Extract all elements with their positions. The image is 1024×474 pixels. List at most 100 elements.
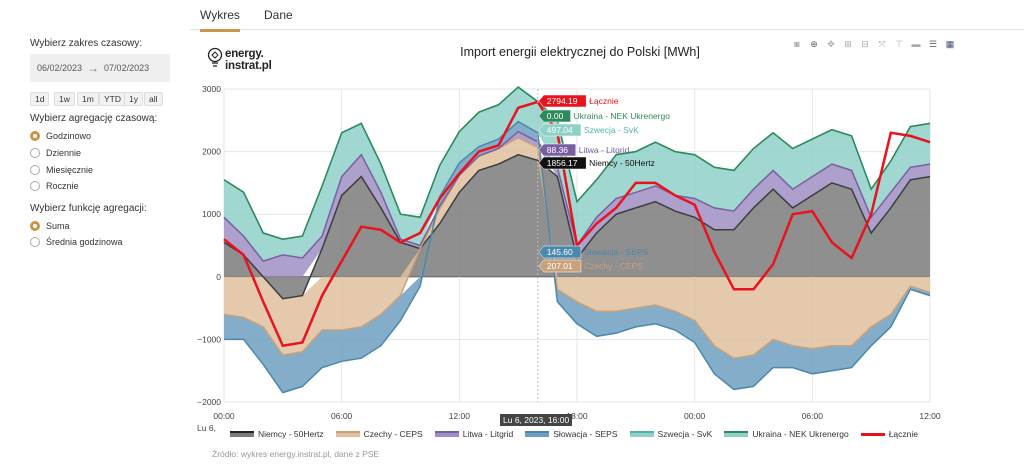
tab-bar: Wykres Dane (190, 0, 1024, 32)
legend-label: Niemcy - 50Hertz (258, 429, 324, 439)
camera-icon[interactable]: ◙ (794, 38, 800, 49)
radio-label: Miesięcznie (46, 165, 94, 175)
hover-closest-icon[interactable]: ▬ (911, 38, 921, 49)
x-tick-label: 00:00 (213, 411, 235, 421)
tooltip-label: Czechy - CEPS (584, 261, 643, 271)
hover-compare-icon[interactable]: ☰ (928, 38, 938, 49)
tooltip-box (538, 123, 582, 137)
y-tick-label: 3000 (202, 84, 221, 94)
tooltip-box (538, 109, 571, 123)
tooltip-value: 497.04 (547, 125, 573, 135)
preset-all[interactable]: all (144, 92, 163, 106)
legend-label: Słowacja - SEPS (553, 429, 618, 439)
radio-godzinowo[interactable]: Godzinowo (30, 131, 91, 141)
x-tick-label: 06:00 (331, 411, 353, 421)
tooltip-value: 145.60 (547, 247, 573, 257)
legend-item-slowacja[interactable]: Słowacja - SEPS (525, 429, 618, 439)
legend-item-niemcy[interactable]: Niemcy - 50Hertz (230, 429, 324, 439)
radio-rocznie[interactable]: Rocznie (30, 181, 79, 191)
tooltip-box (538, 245, 582, 259)
y-tick-label: 1000 (202, 209, 221, 219)
tab-wykres[interactable]: Wykres (200, 8, 240, 32)
area-4 (224, 87, 930, 262)
legend-item-lacznie[interactable]: Łącznie (860, 429, 918, 439)
tooltip-value: 2794.19 (547, 96, 578, 106)
plot-modebar: ◙ ⊕ ✥ ⊞ ⊟ ⤧ ⊤ ▬ ☰ ▦ (790, 38, 962, 50)
tooltip-label: Słowacja - SEPS (584, 247, 649, 257)
zoom-out-icon[interactable]: ⊟ (861, 38, 869, 49)
legend-label: Szwecja - SvK (657, 429, 713, 439)
tooltip-value: 207.01 (547, 261, 573, 271)
y-tick-label: 0 (216, 272, 221, 282)
tooltip-label: Łącznie (589, 96, 619, 106)
radio-selected-icon (30, 221, 40, 231)
zoom-icon[interactable]: ⊕ (810, 38, 818, 49)
series-line-1 (223, 136, 931, 359)
spike-lines-icon[interactable]: ⊤ (895, 38, 903, 49)
range-title: Wybierz zakres czasowy: (30, 38, 143, 49)
legend-item-czechy[interactable]: Czechy - CEPS (335, 429, 423, 439)
preset-1m[interactable]: 1m (77, 92, 99, 106)
plotly-logo-icon[interactable]: ▦ (945, 38, 955, 49)
preset-1d[interactable]: 1d (30, 92, 50, 106)
radio-label: Godzinowo (46, 131, 92, 141)
tooltip-label: Szwecja - SvK (584, 125, 639, 135)
logo-line2: instrat.pl (225, 60, 272, 72)
x-tick-label: 12:00 (449, 411, 471, 421)
x-start-label: Lu 6, (197, 423, 216, 433)
pan-icon[interactable]: ✥ (827, 38, 835, 49)
tooltip-box (538, 259, 582, 273)
arrow-right-icon: → (87, 61, 100, 75)
area-0 (224, 154, 930, 299)
y-tick-label: −1000 (197, 334, 221, 344)
tab-dane[interactable]: Dane (264, 8, 293, 22)
radio-dziennie[interactable]: Dziennie (30, 148, 81, 158)
hover-x-label: Lu 6, 2023, 16:00 (500, 414, 573, 426)
date-range-picker[interactable]: 06/02/2023 → 07/02/2023 (30, 54, 170, 82)
legend-label: Łącznie (888, 429, 918, 439)
x-tick-label: 00:00 (684, 411, 706, 421)
zoom-in-icon[interactable]: ⊞ (844, 38, 852, 49)
preset-1y[interactable]: 1y (124, 92, 143, 106)
radio-label: Dziennie (46, 148, 82, 158)
radio-empty-icon (30, 165, 40, 175)
autoscale-icon[interactable]: ⤧ (878, 38, 886, 49)
radio-suma[interactable]: Suma (30, 221, 70, 231)
aggregation-title: Wybierz agregację czasową: (30, 113, 158, 124)
legend-label: Czechy - CEPS (363, 429, 423, 439)
series-line-5 (223, 86, 931, 240)
radio-empty-icon (30, 237, 40, 247)
hover-tooltips: 2794.19 Łącznie 0.00 Ukraina - NEK Ukrenerg… (538, 94, 671, 273)
x-tick-label: 18:00 (566, 411, 588, 421)
logo-text: energy. instrat.pl (225, 48, 272, 72)
function-title: Wybierz funkcję agregacji: (30, 203, 147, 214)
legend-item-litwa[interactable]: Litwa - Litgrid (434, 429, 514, 439)
legend-item-szwecja[interactable]: Szwecja - SvK (629, 429, 713, 439)
legend-label: Litwa - Litgrid (462, 429, 514, 439)
area-1 (224, 137, 930, 359)
radio-miesiecznie[interactable]: Miesięcznie (30, 165, 93, 175)
radio-empty-icon (30, 181, 40, 191)
stacked-areas (224, 87, 930, 393)
y-tick-label: −2000 (197, 397, 221, 407)
radio-label: Suma (46, 221, 70, 231)
date-to[interactable]: 07/02/2023 (104, 63, 150, 73)
tooltip-label: Ukraina - NEK Ukrenergo (574, 111, 671, 121)
series-line-3 (224, 120, 931, 394)
legend-item-ukraina[interactable]: Ukraina - NEK Ukrenergo (724, 429, 849, 439)
radio-label: Średnia godzinowa (46, 237, 123, 247)
preset-1w[interactable]: 1w (54, 92, 75, 106)
chart-title: Import energii elektrycznej do Polski [M… (460, 45, 700, 59)
area-2 (224, 131, 930, 277)
radio-srednia[interactable]: Średnia godzinowa (30, 237, 123, 247)
date-from[interactable]: 06/02/2023 (37, 63, 83, 73)
tooltip-value: 88.36 (547, 145, 569, 155)
total-line (223, 100, 931, 348)
lightbulb-icon (207, 47, 223, 67)
source-note: Źródło: wykres energy.instrat.pl, dane z… (212, 449, 380, 459)
tooltip-value: 0.00 (547, 111, 564, 121)
radio-selected-icon (30, 131, 40, 141)
x-tick-label: 12:00 (919, 411, 941, 421)
radio-empty-icon (30, 148, 40, 158)
